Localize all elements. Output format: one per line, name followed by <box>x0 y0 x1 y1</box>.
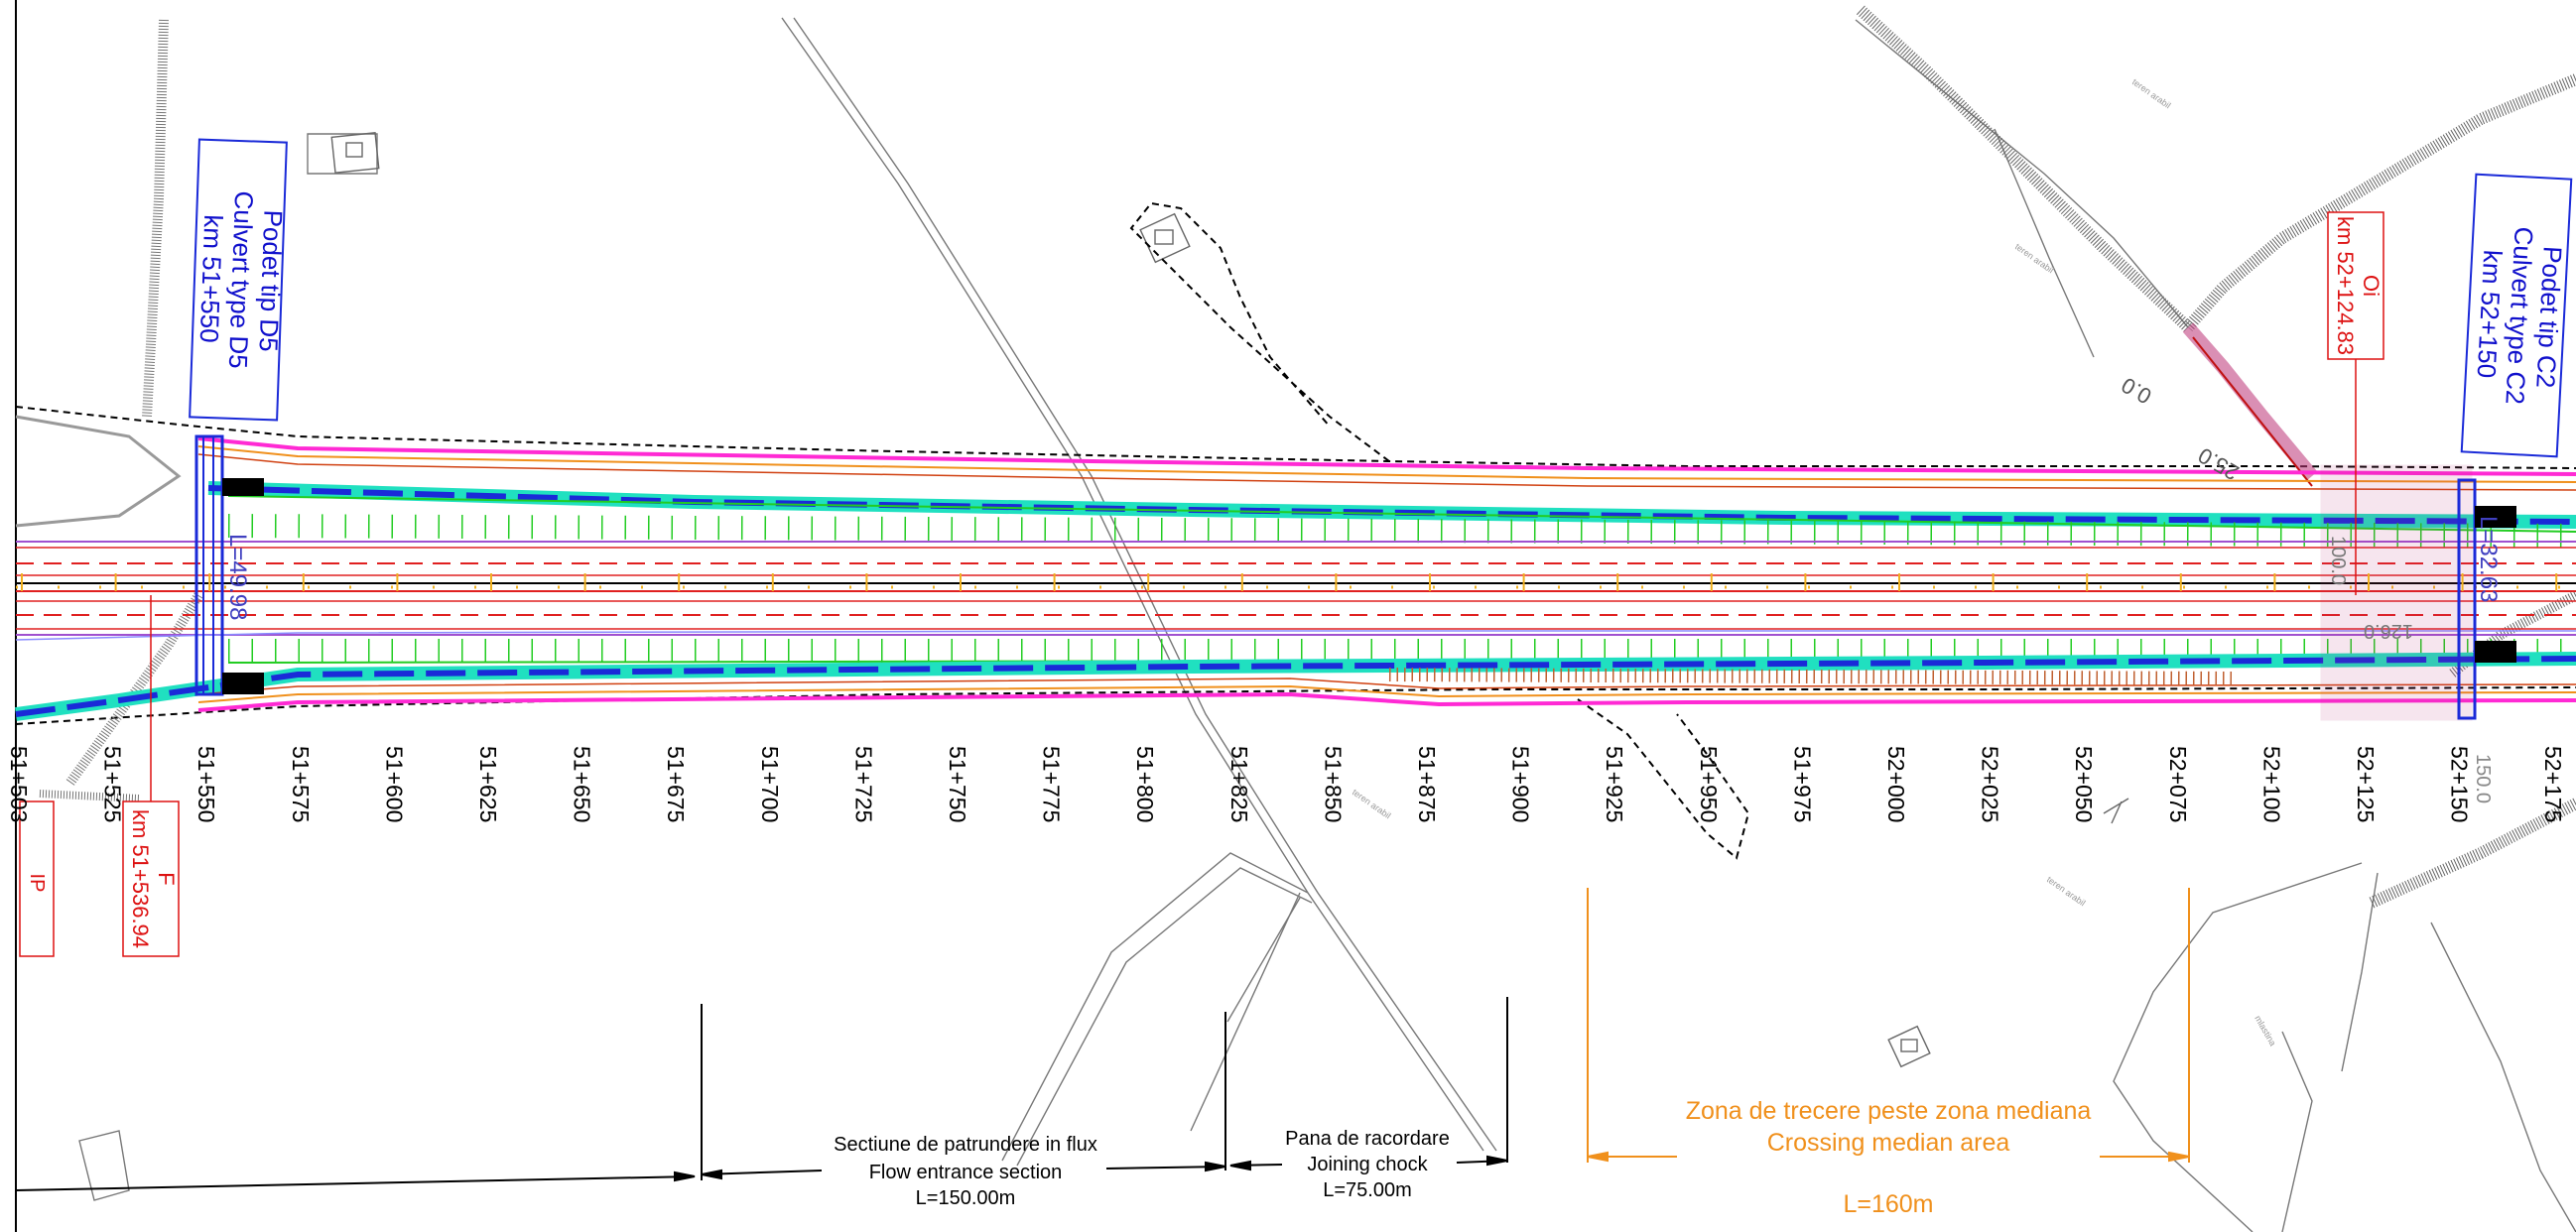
crossing-median-annotation: Zona de trecere peste zona mediana Cross… <box>1686 1097 2092 1218</box>
expropriation-boundaries <box>15 201 2576 860</box>
crossing-median-length: L=160m <box>1843 1190 1933 1218</box>
station-label: 51+575 <box>288 746 314 822</box>
point-f-label: F km 51+536.94 <box>128 809 179 948</box>
dimension-lines-orange <box>1587 888 2190 1163</box>
offset-label-100: 100.0 <box>2327 536 2349 585</box>
station-label: 52+025 <box>1978 746 2003 822</box>
culvert-c2-box <box>2460 173 2573 458</box>
joining-chock-en: Joining chock <box>1307 1154 1428 1175</box>
crossing-median-ro: Zona de trecere peste zona mediana <box>1686 1097 2092 1125</box>
culvert-d5-km: km 51+550 <box>194 214 228 343</box>
station-label: 52+100 <box>2258 746 2284 822</box>
offset-label-zero: 0.0 <box>2118 372 2156 409</box>
culvert-c2-km: km 52+150 <box>2472 249 2509 379</box>
station-label: 51+550 <box>193 746 219 822</box>
station-label: 51+725 <box>850 746 876 822</box>
culvert-c2-structure <box>2320 464 2516 721</box>
point-oi-box <box>2327 211 2384 360</box>
structure-symbols <box>330 132 2129 1068</box>
joining-chock-annotation: Pana de racordare Joining chock L=75.00m <box>1285 1128 1450 1201</box>
point-ip-box <box>19 801 55 957</box>
culvert-c2-length: L=32.63 <box>2475 516 2502 602</box>
terrain-text: teren arabil teren arabil teren arabil t… <box>1351 76 2278 1047</box>
terrain-label-5: mlastina <box>2253 1014 2277 1047</box>
point-f-km: km 51+536.94 <box>128 809 153 948</box>
station-label: 51+925 <box>1602 746 1627 822</box>
joining-chock-length: L=75.00m <box>1323 1179 1412 1201</box>
station-label: 52+150 <box>2447 746 2473 822</box>
station-label: 51+800 <box>1132 746 1158 822</box>
flow-entrance-en: Flow entrance section <box>869 1162 1063 1183</box>
station-label: 51+975 <box>1789 746 1815 822</box>
terrain-label-1: teren arabil <box>2130 76 2173 110</box>
flow-entrance-annotation: Sectiune de patrundere in flux Flow entr… <box>834 1134 1097 1209</box>
station-label: 51+775 <box>1039 746 1065 822</box>
terrain-label-4: teren arabil <box>2045 874 2088 908</box>
culvert-c2-label: Podet tip C2 Culvert type C2 km 52+150 <box>2472 226 2568 406</box>
main-carriageway <box>15 436 2576 721</box>
station-label: 52+000 <box>1883 746 1909 822</box>
station-label: 51+525 <box>100 746 126 822</box>
terrain-lines <box>78 17 2576 1232</box>
point-f-code: F <box>154 872 179 885</box>
station-label: 51+503 <box>6 746 32 822</box>
culvert-d5-length: L=49.98 <box>224 534 251 620</box>
station-label: 52+050 <box>2071 746 2097 822</box>
culvert-d5-title-en: Culvert type D5 <box>223 190 259 369</box>
station-label: 51+625 <box>475 746 501 822</box>
station-label: 52+175 <box>2540 746 2566 822</box>
station-label: 52+125 <box>2353 746 2379 822</box>
flow-entrance-length: L=150.00m <box>916 1187 1016 1209</box>
station-label: 51+700 <box>757 746 783 822</box>
culvert-d5-box <box>189 138 288 422</box>
station-label: 51+650 <box>570 746 595 822</box>
culvert-d5-title-ro: Podet tip D5 <box>253 209 288 352</box>
point-ip-label: IP <box>26 874 48 893</box>
station-label: 51+850 <box>1320 746 1346 822</box>
station-label: 51+675 <box>663 746 689 822</box>
station-label: 51+900 <box>1508 746 1534 822</box>
crossing-embankment <box>1388 668 2234 685</box>
crossing-median-en: Crossing median area <box>1767 1129 2010 1157</box>
offset-label-25: 25.0 <box>2194 442 2244 485</box>
offset-label-126: 126.0 <box>2364 620 2413 642</box>
flow-entrance-ro: Sectiune de patrundere in flux <box>834 1134 1097 1156</box>
station-label: 51+750 <box>945 746 970 822</box>
culvert-d5-structure <box>194 434 264 696</box>
culvert-c2-title-ro: Podet tip C2 <box>2530 245 2567 388</box>
point-oi-km: km 52+124.83 <box>2333 216 2358 355</box>
terrain-label-3: teren arabil <box>1351 787 1393 820</box>
station-label: 51+875 <box>1414 746 1440 822</box>
joining-chock-ro: Pana de racordare <box>1285 1128 1450 1150</box>
station-label: 51+950 <box>1696 746 1722 822</box>
point-oi-code: Oi <box>2359 275 2383 297</box>
offset-label-150: 150.0 <box>2472 754 2494 803</box>
point-ip-code: IP <box>26 874 48 893</box>
point-oi-label: Oi km 52+124.83 <box>2333 216 2383 355</box>
side-road-top-right <box>1856 5 2576 909</box>
station-label: 51+600 <box>381 746 407 822</box>
side-road-left <box>15 19 203 802</box>
station-label: 51+825 <box>1226 746 1252 822</box>
culvert-d5-label: Podet tip D5 Culvert type D5 km 51+550 <box>194 190 289 369</box>
station-label: 52+075 <box>2165 746 2191 822</box>
chainage-labels: 51+503 51+525 51+550 51+575 51+600 51+625 51+6… <box>6 573 2566 822</box>
dimension-lines <box>15 997 1508 1191</box>
